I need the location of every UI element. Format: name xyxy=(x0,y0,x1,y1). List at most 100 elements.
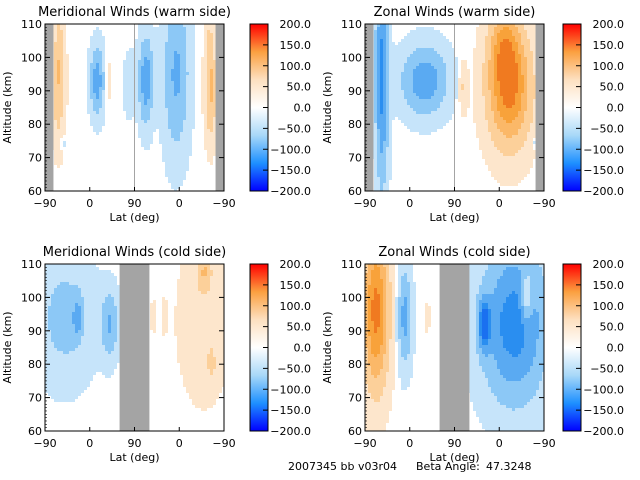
contour-cell xyxy=(162,306,165,309)
contour-cell xyxy=(530,132,533,135)
contour-cell xyxy=(491,39,494,42)
contour-cell xyxy=(54,96,57,99)
contour-cell xyxy=(165,138,168,141)
contour-cell xyxy=(383,120,386,123)
contour-cell xyxy=(141,81,144,84)
contour-cell xyxy=(102,300,105,303)
contour-cell xyxy=(386,39,389,42)
contour-cell xyxy=(413,69,416,72)
contour-cell xyxy=(524,99,527,102)
contour-cell xyxy=(54,150,57,153)
contour-cell xyxy=(183,141,186,144)
contour-cell xyxy=(389,78,392,81)
contour-cell xyxy=(491,102,494,105)
contour-cell xyxy=(449,69,452,72)
contour-cell xyxy=(189,138,192,141)
contour-cell xyxy=(383,27,386,30)
contour-cell xyxy=(512,72,515,75)
contour-cell xyxy=(395,81,398,84)
contour-cell xyxy=(377,33,380,36)
contour-cell xyxy=(213,279,216,282)
contour-cell xyxy=(512,78,515,81)
contour-cell xyxy=(192,123,195,126)
contour-cell xyxy=(54,111,57,114)
contour-cell xyxy=(428,105,431,108)
contour-cell xyxy=(180,306,183,309)
contour-cell xyxy=(132,69,135,72)
contour-cell xyxy=(527,39,530,42)
contour-cell xyxy=(183,48,186,51)
nodata-band xyxy=(454,24,455,191)
contour-cell xyxy=(144,111,147,114)
contour-cell xyxy=(476,78,479,81)
contour-cell xyxy=(177,180,180,183)
contour-cell xyxy=(518,180,521,183)
contour-cell xyxy=(117,294,120,297)
contour-cell xyxy=(213,132,216,135)
x-tick-label: 90 xyxy=(128,197,142,210)
contour-cell xyxy=(102,285,105,288)
contour-cell xyxy=(96,87,99,90)
contour-cell xyxy=(518,51,521,54)
contour-cell xyxy=(183,126,186,129)
contour-cell xyxy=(183,51,186,54)
contour-cell xyxy=(189,33,192,36)
contour-cell xyxy=(401,114,404,117)
contour-cell xyxy=(446,48,449,51)
contour-cell xyxy=(108,69,111,72)
contour-cell xyxy=(464,87,467,90)
contour-cell xyxy=(437,63,440,66)
contour-cell xyxy=(57,51,60,54)
contour-cell xyxy=(213,90,216,93)
contour-cell xyxy=(428,72,431,75)
contour-cell xyxy=(102,75,105,78)
contour-cell xyxy=(66,72,69,75)
contour-cell xyxy=(63,36,66,39)
contour-cell xyxy=(99,120,102,123)
contour-cell xyxy=(105,324,108,327)
contour-cell xyxy=(515,147,518,150)
contour-cell xyxy=(180,90,183,93)
contour-cell xyxy=(413,36,416,39)
contour-cell xyxy=(192,276,195,279)
contour-cell xyxy=(389,39,392,42)
contour-cell xyxy=(192,60,195,63)
contour-cell xyxy=(434,45,437,48)
contour-cell xyxy=(57,282,60,285)
contour-cell xyxy=(497,129,500,132)
contour-cell xyxy=(171,108,174,111)
contour-cell xyxy=(518,42,521,45)
contour-cell xyxy=(180,276,183,279)
contour-cell xyxy=(207,147,210,150)
contour-cell xyxy=(401,66,404,69)
contour-cell xyxy=(374,81,377,84)
contour-cell xyxy=(431,27,434,30)
contour-cell xyxy=(183,111,186,114)
contour-cell xyxy=(434,75,437,78)
contour-cell xyxy=(189,120,192,123)
contour-cell xyxy=(126,57,129,60)
contour-cell xyxy=(162,81,165,84)
contour-cell xyxy=(207,99,210,102)
contour-cell xyxy=(210,39,213,42)
contour-cell xyxy=(162,30,165,33)
contour-cell xyxy=(204,264,207,267)
contour-cell xyxy=(93,45,96,48)
contour-cell xyxy=(93,87,96,90)
contour-cell xyxy=(416,57,419,60)
contour-cell xyxy=(491,129,494,132)
contour-cell xyxy=(168,165,171,168)
contour-cell xyxy=(413,72,416,75)
contour-cell xyxy=(407,51,410,54)
contour-cell xyxy=(183,27,186,30)
contour-cell xyxy=(117,288,120,291)
contour-cell xyxy=(407,54,410,57)
contour-cell xyxy=(171,72,174,75)
contour-cell xyxy=(201,321,204,324)
contour-cell xyxy=(141,111,144,114)
contour-cell xyxy=(392,42,395,45)
contour-cell xyxy=(509,96,512,99)
contour-cell xyxy=(527,132,530,135)
contour-cell xyxy=(84,303,87,306)
contour-cell xyxy=(407,45,410,48)
